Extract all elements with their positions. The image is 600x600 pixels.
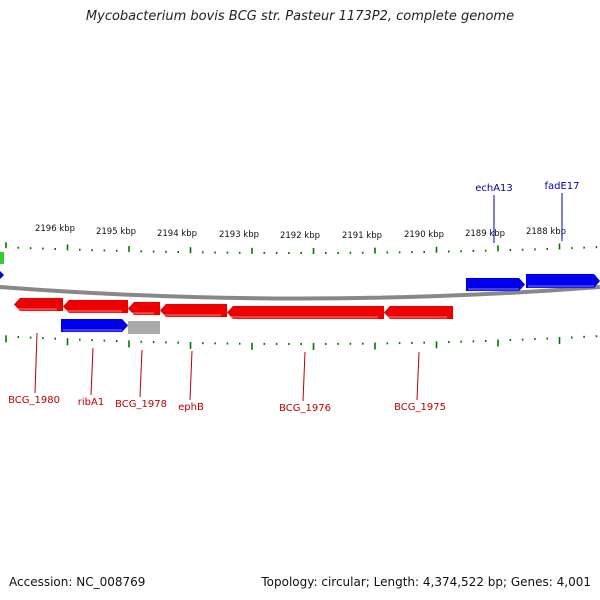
scale-label: 2192 kbp bbox=[280, 231, 320, 241]
scale-label: 2193 kbp bbox=[219, 230, 259, 240]
scale-label: 2188 kbp bbox=[526, 227, 566, 237]
gene-bcg-1976-sheen bbox=[229, 316, 378, 319]
gene-label-forward: echA13 bbox=[475, 183, 513, 194]
scale-ticks-bottom bbox=[5, 335, 598, 350]
gene-fadE17[interactable] bbox=[525, 273, 600, 289]
forward-gene-edge[interactable] bbox=[0, 271, 4, 279]
scale-label: 2191 kbp bbox=[342, 231, 382, 241]
gene-labels-layer: echA13 fadE17 BCG_1980 ribA1 BCG_1978 ephB BCG… bbox=[8, 181, 579, 414]
highlight-marker bbox=[0, 252, 4, 264]
gene-bcg-1978[interactable] bbox=[127, 301, 161, 316]
gene-echA13-sheen bbox=[468, 288, 519, 291]
gene-label-forward: fadE17 bbox=[544, 181, 579, 192]
gene-bcg-1976[interactable] bbox=[226, 305, 385, 320]
gene-bcg-1980-sheen bbox=[16, 308, 57, 311]
scale-label: 2196 kbp bbox=[35, 224, 75, 234]
gene-label-reverse: BCG_1980 bbox=[8, 395, 60, 406]
scale-labels: 2196 kbp 2195 kbp 2194 kbp 2193 kbp 2192 kbp… bbox=[35, 224, 566, 241]
genes-layer bbox=[13, 273, 600, 334]
genome-summary: Topology: circular; Length: 4,374,522 bp… bbox=[261, 575, 591, 589]
gene-bcg-1975[interactable] bbox=[383, 305, 454, 320]
label-leader bbox=[189, 350, 193, 401]
scale-ticks-top bbox=[5, 242, 598, 254]
map-title: Mycobacterium bovis BCG str. Pasteur 117… bbox=[85, 9, 515, 24]
label-leader bbox=[34, 332, 38, 394]
label-leader bbox=[90, 347, 94, 396]
gene-riba1[interactable] bbox=[62, 299, 129, 314]
gene-label-reverse: BCG_1975 bbox=[394, 402, 446, 413]
gene-riba1-sheen bbox=[65, 310, 122, 313]
gene-label-reverse: BCG_1978 bbox=[115, 399, 167, 410]
scale-label: 2189 kbp bbox=[465, 229, 505, 239]
label-leader bbox=[139, 349, 143, 398]
pseudo-gene[interactable] bbox=[128, 321, 160, 334]
gene-bcg-1978-sheen bbox=[130, 312, 154, 315]
label-leader bbox=[302, 351, 306, 402]
scale-label: 2190 kbp bbox=[404, 230, 444, 240]
gene-riba1-forward[interactable] bbox=[60, 318, 129, 333]
gene-label-reverse: ribA1 bbox=[78, 397, 104, 408]
accession-text: Accession: NC_008769 bbox=[9, 575, 146, 589]
scale-label: 2194 kbp bbox=[157, 229, 197, 239]
gene-echA13[interactable] bbox=[465, 277, 526, 292]
gene-ephb-sheen bbox=[162, 314, 221, 317]
gene-label-reverse: ephB bbox=[178, 402, 204, 413]
label-leader bbox=[416, 351, 420, 401]
gene-riba1-forward-sheen bbox=[63, 329, 122, 332]
gene-bcg-1975-sheen bbox=[386, 316, 447, 319]
gene-bcg-1980[interactable] bbox=[13, 297, 64, 312]
gene-ephb[interactable] bbox=[159, 303, 228, 318]
scale-label: 2195 kbp bbox=[96, 227, 136, 237]
genome-backbone bbox=[0, 285, 600, 301]
gene-fadE17-sheen bbox=[528, 285, 594, 288]
gene-label-reverse: BCG_1976 bbox=[279, 403, 331, 414]
